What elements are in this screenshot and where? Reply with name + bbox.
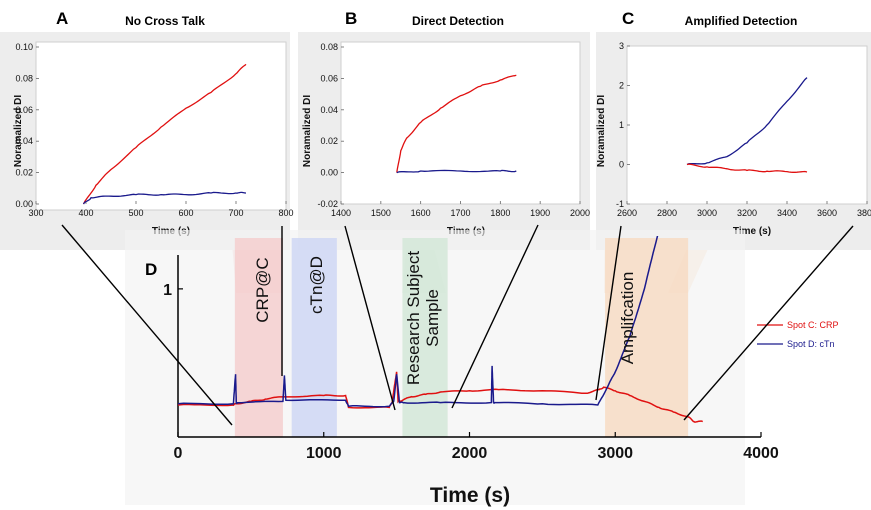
y-tick-label: 1 [619,120,624,130]
main-xlabel: Time (s) [430,484,510,507]
x-tick-label: 3400 [777,208,797,218]
panel-letter-b: B [345,9,357,28]
y-tick-label: 0.00 [320,168,338,178]
panel-b-ylabel: Noramalized DI [302,95,313,167]
y-tick-label: 0 [619,160,624,170]
phase-label-line: Research Subject [404,251,423,385]
legend-label: Spot C: CRP [787,320,839,330]
series-line-red [396,74,517,173]
phase-label-text: cTn@D [307,256,326,314]
phase-band [291,238,337,437]
panel-letter-a: A [56,9,68,28]
x-tick-label: 800 [278,208,293,218]
x-tick-label: 3000 [597,445,633,462]
panel-a-ylabel: Noramalized DI [13,95,24,167]
x-tick-label: 3600 [817,208,837,218]
y-tick-label: 0.08 [320,42,338,52]
x-tick-label: 700 [228,208,243,218]
series-line-navy [178,236,659,408]
x-tick-label: 2800 [657,208,677,218]
x-tick-label: 600 [178,208,193,218]
y-tick-label: 0.04 [15,136,33,146]
x-tick-label: 2000 [570,208,590,218]
y-tick-label: 2 [619,81,624,91]
x-tick-label: 1600 [411,208,431,218]
y-tick-label: 0.08 [15,73,33,83]
y-tick-label: 0.02 [15,168,33,178]
x-tick-label: 4000 [743,445,779,462]
panel-a-title: No Cross Talk [125,14,205,28]
y-tick-label: 0.06 [15,105,33,115]
x-tick-label: 1000 [306,445,342,462]
x-tick-label: 0 [174,445,183,462]
x-tick-label: 3000 [697,208,717,218]
x-tick-label: 300 [28,208,43,218]
y-tick-label: 0.00 [15,199,33,209]
series-line-red [686,163,808,173]
inset-panel-a: A No Cross Talk 300 400 500 600 700 800 0.00 0.… [0,9,294,250]
panel-c-ylabel: Noramalized DI [596,95,607,167]
legend-label: Spot D: cTn [787,339,835,349]
phase-band [605,238,689,437]
x-tick-label: 3200 [737,208,757,218]
x-tick-label: 2000 [452,445,488,462]
y-tick-label: 0.04 [320,105,338,115]
phase-label-line: Sample [423,289,442,347]
y-tick-label: -0.02 [317,199,338,209]
series-line-red [82,63,247,205]
phase-label-text: Amplifcation [618,272,637,365]
x-tick-label: 1500 [371,208,391,218]
inset-panel-c: C Amplified Detection 2600 2800 3000 3200 34… [596,9,871,250]
x-tick-label: 2600 [617,208,637,218]
x-tick-label: 1400 [331,208,351,218]
series-line-navy [686,77,808,166]
inset-panel-b: B Direct Detection 1400 1500 1600 1700 1800 1… [298,9,590,250]
panel-letter-d: D [145,260,157,279]
x-tick-label: 3800 [857,208,871,218]
y-tick-label: 0.02 [320,136,338,146]
x-tick-label: 400 [78,208,93,218]
y-tick-label: 0.10 [15,42,33,52]
x-tick-label: 1700 [450,208,470,218]
x-tick-label: 1800 [490,208,510,218]
main-panel-d: D 0 1000 2000 3000 4000 1 CRP@C cTn@D Research … [125,230,839,507]
phase-label: cTn@D [307,256,326,314]
y-tick-label: 3 [619,41,624,51]
y-tick-label: 0.06 [320,73,338,83]
panel-c-xlabel: Time (s) [733,226,771,237]
series-line-navy [396,169,517,174]
x-tick-label: 1900 [530,208,550,218]
phase-label-text: CRP@C [253,257,272,322]
y-tick-label: -1 [616,199,624,209]
y-tick-label: 1 [163,282,172,299]
phase-label: Research Subject Sample [404,251,442,385]
series-line-navy [82,191,246,205]
panel-c-title: Amplified Detection [685,14,798,28]
panel-letter-c: C [622,9,634,28]
phase-label: Amplifcation [618,272,637,365]
panel-b-title: Direct Detection [412,14,504,28]
x-tick-label: 500 [128,208,143,218]
phase-label: CRP@C [253,257,272,322]
connector-lines [61,224,854,426]
legend: Spot C: CRP Spot D: cTn [757,320,839,349]
